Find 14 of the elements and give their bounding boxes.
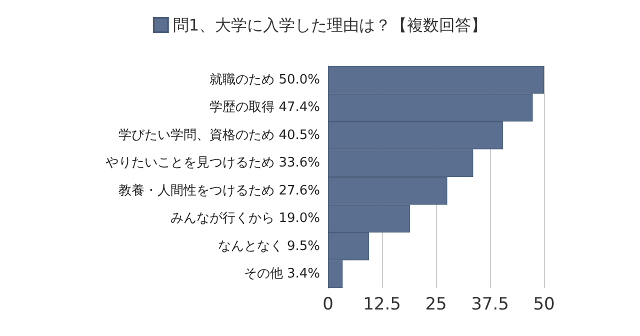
y-tick-label: やりたいことを見つけるため 33.6% xyxy=(106,156,320,171)
x-tick-label: 37.5 xyxy=(471,294,509,314)
y-tick-label: 学びたい学問、資格のため 40.5% xyxy=(118,128,320,143)
x-tick-label: 0 xyxy=(322,294,334,314)
y-tick-label: みんなが行くから 19.0% xyxy=(170,211,320,226)
y-tick-label: なんとなく 9.5% xyxy=(218,238,320,254)
x-tick-label: 25 xyxy=(425,294,447,314)
x-tick-label: 50 xyxy=(533,294,555,314)
x-tick-label: 12.5 xyxy=(363,294,401,314)
y-tick-label: その他 3.4% xyxy=(244,266,320,282)
y-tick-label: 学歴の取得 47.4% xyxy=(210,100,320,116)
y-tick-label: 就職のため 50.0% xyxy=(210,72,320,88)
legend-label: 問1、大学に入学した理由は？【複数回答】 xyxy=(172,16,488,34)
y-tick-label: 教養・人間性をつけるため 27.6% xyxy=(118,183,320,198)
